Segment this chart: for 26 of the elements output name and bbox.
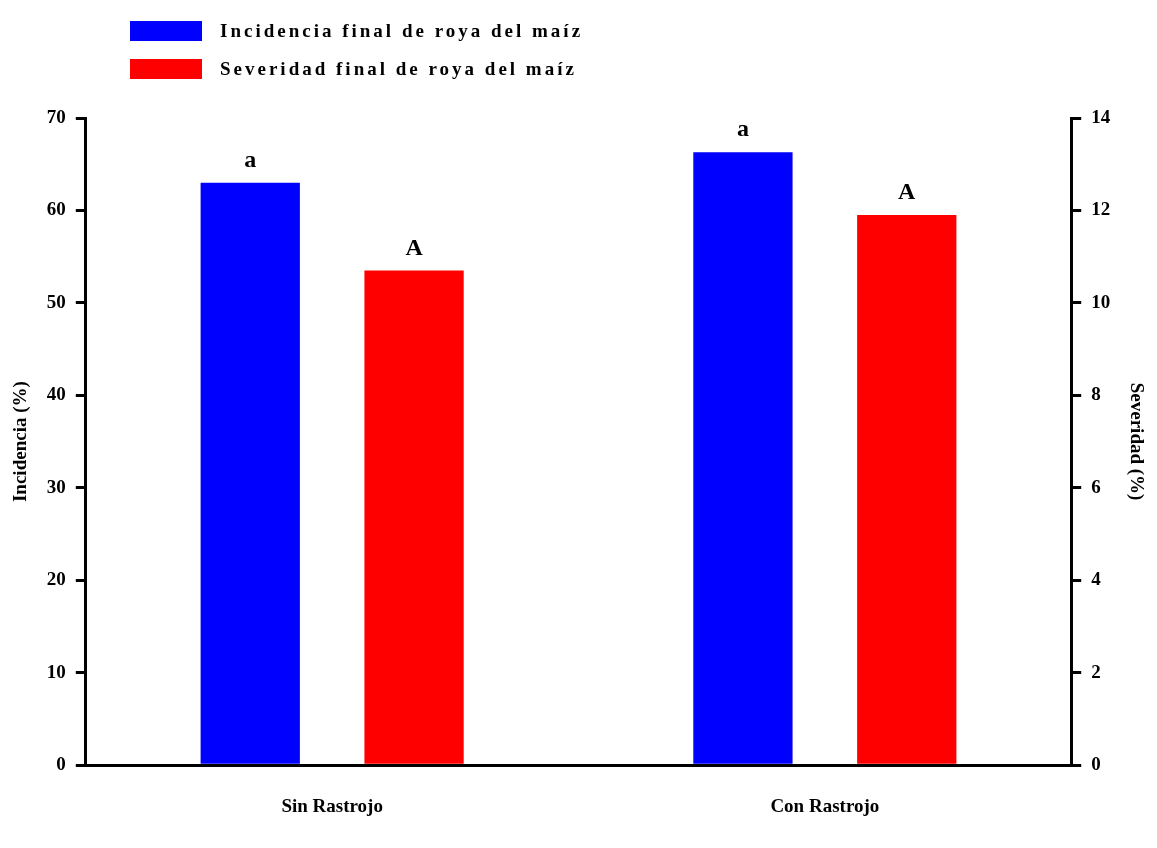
y2-tick-label: 4 (1091, 568, 1102, 590)
data-label: A (898, 178, 917, 205)
y2-tick-label: 12 (1091, 198, 1111, 220)
data-label: a (244, 145, 257, 172)
y-tick-label: 40 (46, 383, 66, 405)
y2-tick-label: 0 (1091, 753, 1101, 775)
y-tick-label: 50 (46, 290, 66, 312)
y-tick-label: 0 (56, 753, 66, 775)
y-tick-label: 10 (46, 660, 66, 682)
y2-tick-label: 6 (1091, 475, 1101, 497)
y-tick-label: 60 (46, 198, 66, 220)
y-axis-title: Incidencia (%) (9, 381, 32, 503)
legend-label: Incidencia final de roya del maíz (220, 20, 584, 42)
data-label: A (405, 233, 424, 260)
legend-label: Severidad final de roya del maíz (220, 58, 577, 80)
y2-axis-title: Severidad (%) (1125, 382, 1148, 501)
y-tick-label: 30 (46, 475, 66, 497)
y2-tick-label: 8 (1091, 383, 1101, 405)
y2-tick-label: 2 (1091, 660, 1101, 682)
y-tick-label: 20 (46, 568, 66, 590)
y2-tick-label: 10 (1091, 290, 1111, 312)
y-tick-label: 70 (46, 105, 66, 127)
x-tick-label: Con Rastrojo (770, 794, 880, 816)
x-tick-label: Sin Rastrojo (281, 794, 383, 816)
data-label: a (736, 115, 749, 142)
y2-tick-label: 14 (1091, 105, 1111, 127)
